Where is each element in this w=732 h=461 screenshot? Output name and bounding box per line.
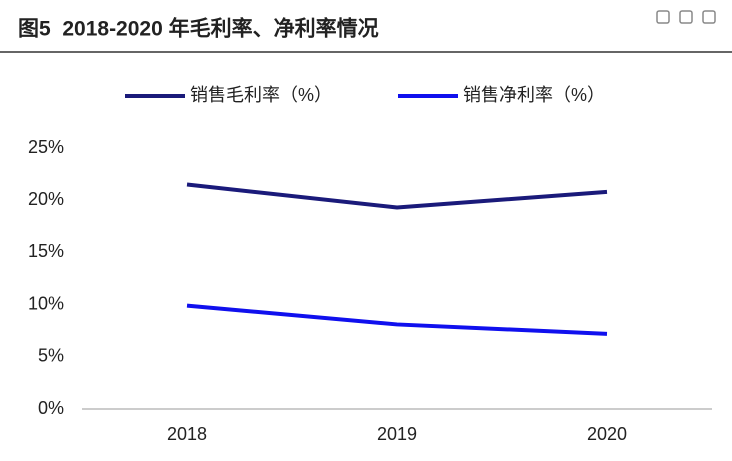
x-tick-label: 2020 xyxy=(587,424,627,444)
toolbar-icons xyxy=(656,10,716,24)
y-tick-label: 10% xyxy=(28,293,64,313)
y-tick-label: 0% xyxy=(38,398,64,418)
y-tick-label: 15% xyxy=(28,241,64,261)
x-tick-label: 2019 xyxy=(377,424,417,444)
series-line xyxy=(186,303,608,336)
series-line xyxy=(186,182,608,210)
chart-title: 图5 2018-2020 年毛利率、净利率情况 xyxy=(18,17,379,41)
y-tick-label: 25% xyxy=(28,137,64,157)
legend-label: 销售净利率（%） xyxy=(463,85,605,105)
y-tick-label: 5% xyxy=(38,346,64,366)
x-tick-label: 2018 xyxy=(167,424,207,444)
y-tick-label: 20% xyxy=(28,189,64,209)
icon[interactable] xyxy=(656,10,670,24)
icon[interactable] xyxy=(679,10,693,24)
icon[interactable] xyxy=(702,10,716,24)
legend-label: 销售毛利率（%） xyxy=(190,85,332,105)
